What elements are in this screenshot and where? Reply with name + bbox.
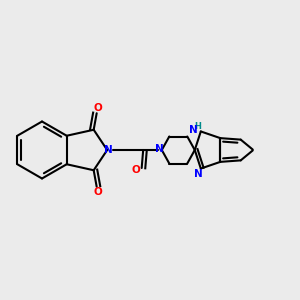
Text: N: N bbox=[189, 125, 198, 135]
Text: N: N bbox=[104, 145, 113, 155]
Text: N: N bbox=[155, 143, 164, 154]
Text: O: O bbox=[94, 103, 103, 113]
Text: H: H bbox=[194, 122, 201, 130]
Text: O: O bbox=[132, 165, 141, 176]
Text: N: N bbox=[194, 169, 203, 179]
Text: O: O bbox=[94, 187, 103, 197]
